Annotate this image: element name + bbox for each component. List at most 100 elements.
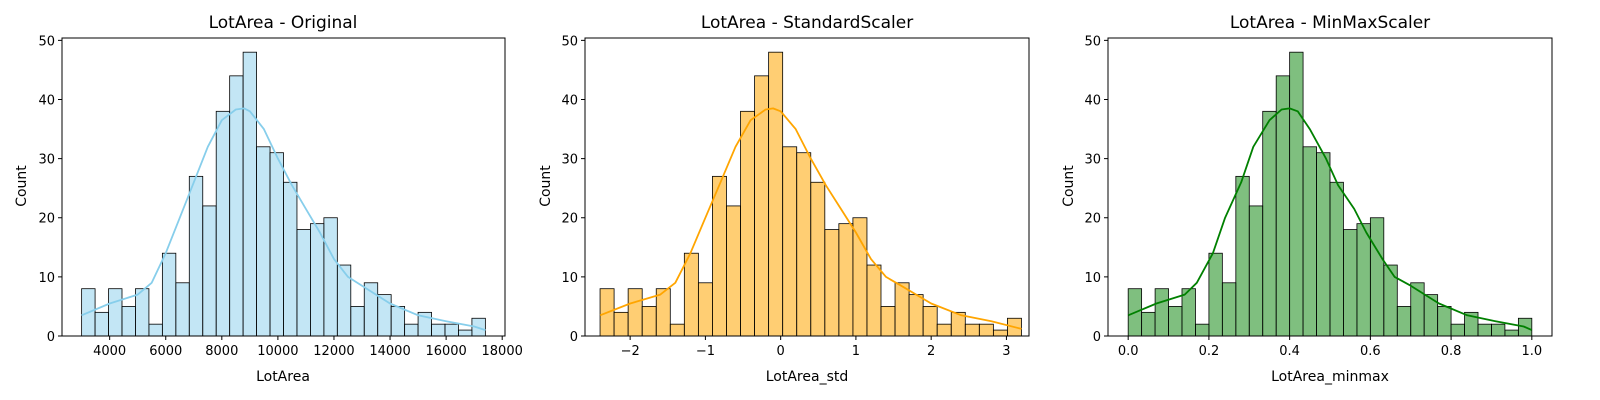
histogram-bar [908, 294, 924, 337]
histogram-bar [1477, 323, 1492, 337]
histogram-bars [599, 51, 1022, 337]
y-tick-label: 10 [1084, 271, 1101, 286]
y-axis-label: Count [1061, 165, 1077, 207]
y-tick-label: 30 [38, 153, 55, 168]
kde-curve [81, 107, 486, 331]
histogram-bar [936, 323, 952, 337]
plot-area-frame [61, 37, 506, 337]
histogram-bar [894, 282, 910, 337]
kde-curve-group [1127, 107, 1533, 331]
histogram-bar [350, 306, 365, 337]
y-tick-label: 20 [561, 212, 578, 227]
y-tick-label: 30 [561, 153, 578, 168]
x-tick-label: 18000 [482, 344, 523, 359]
y-tick-label: 20 [38, 212, 55, 227]
x-axis-ticks: −2 −1 0 1 2 3 [621, 336, 1011, 359]
y-tick-label: 30 [1084, 153, 1101, 168]
histogram-bar [1248, 205, 1264, 337]
x-tick-label: 14000 [369, 344, 410, 359]
histogram-bar [683, 252, 699, 337]
x-tick-label: 12000 [313, 344, 354, 359]
y-tick-label: 10 [561, 271, 578, 286]
histogram-bar [1383, 264, 1398, 337]
x-tick-label: 1.0 [1521, 344, 1542, 359]
y-tick-label: 0 [1093, 330, 1101, 345]
histogram-bar [1504, 329, 1519, 337]
histogram-bar [1302, 146, 1317, 337]
y-tick-label: 50 [1084, 34, 1101, 49]
histogram-bar [1181, 288, 1196, 337]
histogram-bar [229, 75, 244, 337]
x-axis-ticks: 4000 6000 8000 10000 12000 14000 16000 18000 [93, 336, 523, 359]
histogram-bar [1437, 306, 1452, 337]
x-tick-label: 1 [852, 344, 860, 359]
histogram-bar [824, 229, 840, 337]
histogram-bar [444, 323, 459, 337]
histogram-panel-standard-scaler: LotArea - StandardScaler Count LotArea_s… [538, 13, 1030, 385]
histogram-bar [1275, 75, 1291, 337]
x-tick-label: 2 [927, 344, 935, 359]
histogram-bar [1356, 223, 1371, 337]
histogram-panel-minmax-scaler: LotArea - MinMaxScaler Count LotArea_min… [1061, 13, 1553, 385]
y-tick-label: 10 [38, 271, 55, 286]
histogram-bar [1329, 181, 1344, 337]
histogram-bar [1195, 323, 1210, 337]
histogram-bar [1316, 152, 1331, 337]
x-tick-label: −1 [696, 344, 715, 359]
y-tick-label: 50 [38, 34, 55, 49]
histogram-bar [922, 306, 938, 337]
histogram-bar [838, 223, 854, 337]
histogram-bar [431, 323, 446, 337]
histogram-panel-original: LotArea - Original Count LotArea 0 10 20 30… [14, 13, 523, 385]
histogram-bar [697, 282, 713, 337]
x-axis-ticks: 0.0 0.2 0.4 0.6 0.8 1.0 [1118, 336, 1542, 359]
histogram-bar [148, 323, 163, 337]
plot-area-frame [1107, 37, 1553, 337]
histogram-bar [852, 217, 868, 337]
histogram-bar [740, 110, 755, 337]
y-tick-label: 0 [47, 330, 55, 345]
histogram-bar [310, 223, 325, 337]
histogram-bar [1289, 51, 1304, 337]
histogram-bar [283, 181, 298, 337]
kde-curve-group [599, 107, 1022, 330]
x-tick-label: 16000 [425, 344, 466, 359]
x-tick-label: 0.6 [1360, 344, 1381, 359]
histogram-bar [992, 329, 1008, 337]
chart-title: LotArea - MinMaxScaler [1230, 13, 1430, 33]
x-axis-label: LotArea_minmax [1271, 369, 1389, 385]
histogram-bar [215, 110, 231, 337]
histogram-bar [641, 306, 657, 337]
y-tick-label: 40 [38, 93, 55, 108]
x-axis-label: LotArea_std [766, 369, 849, 385]
histogram-bar [161, 252, 177, 337]
histogram-bar [866, 264, 882, 337]
histogram-bar [782, 146, 798, 337]
histogram-bar [880, 306, 896, 337]
histogram-bar [1141, 311, 1156, 337]
histogram-bars [1127, 51, 1533, 337]
y-tick-label: 20 [1084, 212, 1101, 227]
histogram-bar [1154, 288, 1169, 337]
histogram-bar [712, 175, 727, 337]
histogram-bar [1235, 175, 1250, 337]
histogram-bar [726, 205, 741, 337]
histogram-bar [1450, 323, 1465, 337]
y-tick-label: 40 [561, 93, 578, 108]
histogram-bar [202, 205, 217, 337]
histogram-bar [768, 51, 784, 337]
histogram-bar [1491, 323, 1506, 337]
histogram-bar [404, 323, 419, 337]
y-tick-label: 0 [570, 330, 578, 345]
histogram-bar [810, 181, 826, 337]
plot-area-frame [584, 37, 1030, 337]
x-tick-label: 0 [777, 344, 785, 359]
x-tick-label: 0.0 [1118, 344, 1139, 359]
histogram-bar [390, 306, 406, 337]
histogram-bar [256, 146, 271, 337]
histogram-bar [269, 152, 284, 337]
histogram-bar [135, 288, 150, 337]
y-axis-ticks: 0 10 20 30 40 50 [38, 34, 62, 345]
histogram-bar [978, 323, 994, 337]
y-tick-label: 40 [1084, 93, 1101, 108]
